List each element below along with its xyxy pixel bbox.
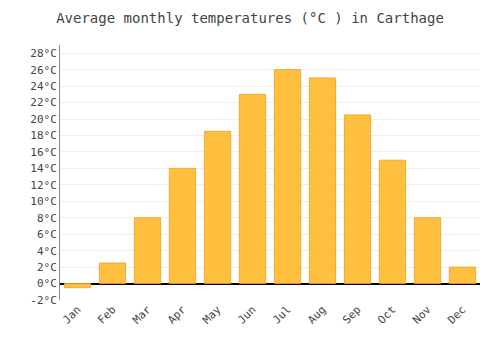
svg-text:16°C: 16°C [30,146,57,159]
svg-text:Jun: Jun [235,303,258,326]
svg-text:Apr: Apr [165,303,189,327]
svg-text:26°C: 26°C [30,64,57,77]
svg-text:22°C: 22°C [30,96,57,109]
svg-text:0°C: 0°C [37,277,57,290]
svg-text:Sep: Sep [340,303,363,326]
svg-text:Dec: Dec [445,303,468,326]
svg-text:6°C: 6°C [37,228,57,241]
svg-text:Average monthly temperatures (: Average monthly temperatures (°C ) in Ca… [56,10,444,26]
svg-text:-2°C: -2°C [30,294,57,307]
svg-text:Nov: Nov [410,303,434,327]
svg-text:14°C: 14°C [30,162,57,175]
svg-text:Jan: Jan [60,303,83,326]
svg-text:24°C: 24°C [30,80,57,93]
svg-text:20°C: 20°C [30,113,57,126]
svg-text:Mar: Mar [130,303,154,327]
svg-text:10°C: 10°C [30,195,57,208]
svg-text:28°C: 28°C [30,47,57,60]
svg-text:2°C: 2°C [37,261,57,274]
svg-text:Aug: Aug [305,303,328,326]
svg-text:4°C: 4°C [37,245,57,258]
svg-text:Feb: Feb [95,303,118,326]
svg-text:18°C: 18°C [30,129,57,142]
svg-text:8°C: 8°C [37,212,57,225]
svg-text:May: May [200,303,224,327]
svg-text:Jul: Jul [270,303,293,326]
svg-text:12°C: 12°C [30,179,57,192]
svg-text:Oct: Oct [375,303,398,326]
